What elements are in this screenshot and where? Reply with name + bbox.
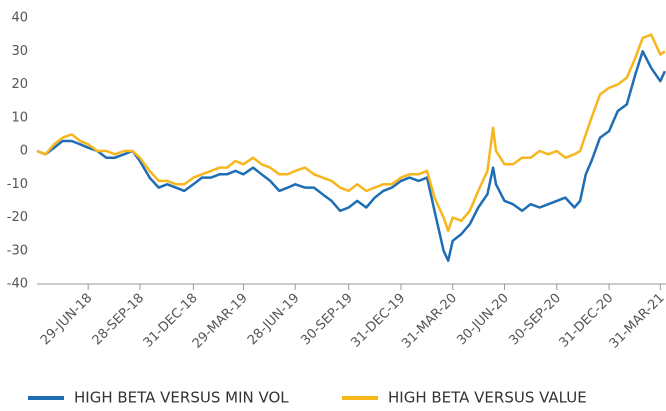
y-tick-label: 20 [11, 77, 28, 92]
y-tick-label: -30 [7, 243, 28, 258]
x-tick-label: 28-SEP-18 [90, 291, 148, 349]
y-tick-label: -20 [7, 210, 28, 225]
y-tick-label: -40 [7, 277, 28, 292]
line-series [36, 50, 666, 262]
x-tick-label: 30-JUN-20 [454, 291, 511, 348]
legend-label: HIGH BETA VERSUS MIN VOL [74, 389, 289, 407]
y-tick-label: 30 [11, 44, 28, 59]
y-tick-label: 10 [11, 110, 28, 125]
x-tick-label: 31-MAR-20 [399, 291, 460, 352]
line-series [36, 33, 666, 233]
y-tick-label: 0 [20, 144, 28, 159]
x-tick-label: 28-JUN-19 [245, 291, 302, 348]
legend-label: HIGH BETA VERSUS VALUE [388, 389, 587, 407]
x-tick-label: 29-JUN-18 [38, 291, 95, 348]
x-tick-label: 31-MAR-21 [607, 291, 666, 352]
y-tick-label: 40 [11, 11, 28, 26]
y-tick-label: -10 [7, 177, 28, 192]
